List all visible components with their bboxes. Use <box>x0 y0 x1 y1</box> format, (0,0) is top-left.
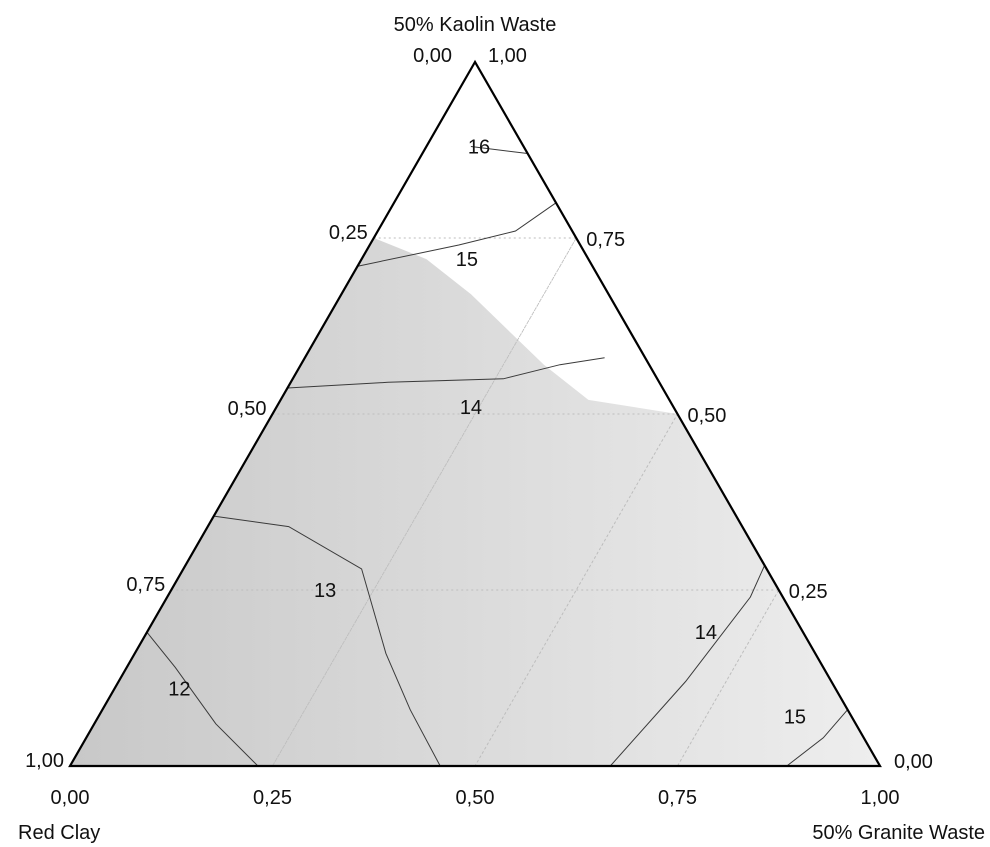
contour-line-13 <box>213 515 441 767</box>
contour-label: 14 <box>695 622 717 644</box>
contour-label: 15 <box>784 707 806 729</box>
contour-label: 15 <box>456 249 478 271</box>
tick-label-bottom: 0,75 <box>658 787 697 809</box>
labels: 0,00 0,25 0,50 0,75 1,00 0,25 0,50 0,75 1,00 0,00… <box>25 45 933 809</box>
tick-label-left: 0,50 <box>228 398 267 420</box>
tick-label-bottom: 1,00 <box>861 787 900 809</box>
tick-label-left: 0,25 <box>329 222 368 244</box>
contour-label: 13 <box>314 580 336 602</box>
shaded-region-fill <box>70 238 880 766</box>
vertex-label-right: 50% Granite Waste <box>812 822 985 844</box>
grid-line <box>272 237 577 767</box>
shaded-region <box>70 238 880 766</box>
tick-label-right: 0,25 <box>789 581 828 603</box>
tick-label-right: 0,50 <box>688 405 727 427</box>
grid-line <box>272 237 577 767</box>
contour-lines <box>146 146 848 767</box>
tick-label-bottom: 0,50 <box>456 787 495 809</box>
contour-line-12 <box>146 631 259 767</box>
contour-label: 12 <box>168 679 190 701</box>
triangle-outline <box>68 59 882 768</box>
contour-line-16 <box>470 146 528 154</box>
contour-label: 14 <box>460 397 482 419</box>
vertex-label-top: 50% Kaolin Waste <box>394 14 557 36</box>
tick-label-left: 0,00 <box>413 45 452 67</box>
tick-label-right: 0,00 <box>894 751 933 773</box>
contour-line-15 <box>786 709 848 767</box>
vertex-label-left: Red Clay <box>18 822 100 844</box>
contour-line-14 <box>287 357 605 389</box>
contour-label: 16 <box>468 136 490 158</box>
tick-label-right: 0,75 <box>586 229 625 251</box>
contour-line-14 <box>609 565 766 767</box>
grid-lines <box>171 237 780 767</box>
tick-label-bottom: 0,25 <box>253 787 292 809</box>
contour-line-15 <box>357 202 557 267</box>
tick-label-left: 1,00 <box>25 750 64 772</box>
tick-label-bottom: 0,00 <box>51 787 90 809</box>
triangle-frame <box>68 59 882 768</box>
tick-label-left: 0,75 <box>126 574 165 596</box>
tick-label-right: 1,00 <box>488 45 527 67</box>
grid-line <box>677 589 780 767</box>
